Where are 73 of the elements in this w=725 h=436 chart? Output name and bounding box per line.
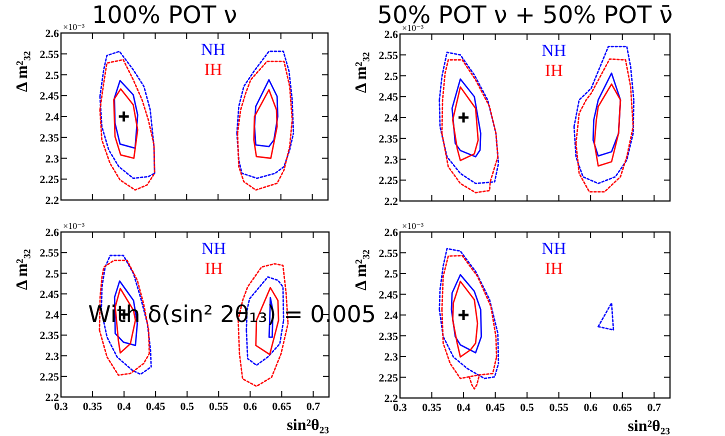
x-axis-title: sin²θ₂₃ [286,417,330,434]
y-tick-label: 2.25 [378,175,398,188]
x-tick-label: 0.7 [306,401,321,413]
y-tick-label: 2.4 [45,310,60,322]
y-axis-title: Δ m²₃₂ [14,248,31,290]
y-tick-label: 2.2 [45,392,60,404]
text: NH [542,239,566,258]
text: ×10⁻³ [63,221,85,231]
y-tick-label: 2.4 [384,310,398,322]
y-tick-label: 2.25 [40,371,60,384]
y-tick-label: 2.45 [40,90,60,103]
text: ×10⁻³ [402,221,424,231]
x-tick-label: 0.45 [146,401,166,413]
y-tick-label: 2.55 [40,248,60,260]
y-tick-label: 2.45 [40,288,60,301]
y-axis-title: Δ m²₃₂ [353,249,370,290]
y-tick-label: 2.3 [384,352,398,364]
y-tick-label: 2.4 [45,112,60,124]
x-tick-label: 0.3 [393,402,408,414]
y-tick-label: 2.45 [378,289,398,302]
y-tick-label: 2.25 [40,174,60,186]
text: IH [204,60,222,79]
y-tick-label: 2.3 [45,350,60,363]
y-tick-label: 2.25 [378,372,398,384]
text: IH [544,259,563,278]
y-tick-label: 2.35 [378,133,398,146]
x-tick-label: 0.5 [180,401,194,413]
y-tick-label: 2.6 [45,227,60,239]
text: ×10⁻³ [63,22,85,32]
x-tick-label: 0.35 [422,402,442,414]
x-tick-label: 0.6 [243,401,258,413]
y-tick-label: 2.55 [378,248,398,260]
x-tick-label: 0.4 [117,401,132,413]
y-tick-label: 2.2 [384,196,398,208]
y-tick-label: 2.35 [378,330,398,343]
x-tick-label: 0.55 [549,402,569,414]
y-tick-label: 2.4 [384,112,398,124]
text: NH [542,41,566,60]
y-tick-label: 2.35 [40,132,60,144]
x-axis-title: sin²θ₂₃ [628,418,670,435]
chart-title: 100% POT ν [92,1,238,29]
x-tick-label: 0.6 [584,402,598,414]
y-tick-label: 2.5 [384,70,398,83]
x-tick-label: 0.65 [612,402,632,414]
x-tick-label: 0.45 [486,402,506,414]
y-tick-label: 2.55 [40,48,60,61]
x-tick-label: 0.55 [209,401,229,413]
y-tick-label: 2.3 [45,153,60,166]
y-tick-label: 2.2 [45,195,60,207]
text: ×10⁻³ [402,23,424,33]
y-tick-label: 2.6 [384,29,398,41]
y-tick-label: 2.5 [384,268,398,280]
x-tick-label: 0.3 [54,401,68,413]
text: NH [200,40,226,59]
y-tick-label: 2.6 [45,28,60,40]
x-tick-label: 0.65 [272,401,292,413]
y-tick-label: 2.55 [378,50,398,62]
y-axis-title: Δ m²₃₂ [14,50,31,92]
y-tick-label: 2.3 [384,154,398,166]
text: IH [204,259,223,278]
y-tick-label: 2.2 [384,393,398,405]
y-tick-label: 2.5 [45,268,60,280]
text: IH [544,61,563,80]
y-tick-label: 2.35 [40,330,60,342]
y-tick-label: 2.5 [45,70,60,82]
y-tick-label: 2.45 [378,92,398,104]
y-tick-label: 2.6 [384,227,398,239]
x-tick-label: 0.7 [647,402,662,414]
y-axis-title: Δ m²₃₂ [353,52,370,93]
x-tick-label: 0.35 [82,401,103,413]
x-tick-label: 0.4 [456,402,471,414]
x-tick-label: 0.5 [520,402,534,414]
text: NH [201,239,226,258]
